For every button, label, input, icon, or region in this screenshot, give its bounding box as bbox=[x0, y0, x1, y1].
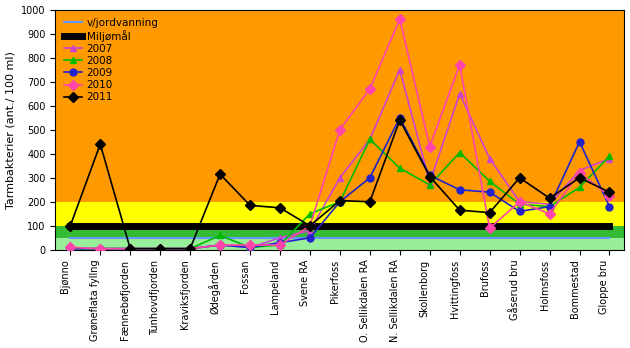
Bar bbox=[55, 202, 624, 226]
Bar bbox=[55, 226, 624, 238]
Y-axis label: Tarmbakterier (ant./ 100 ml): Tarmbakterier (ant./ 100 ml) bbox=[6, 51, 16, 209]
Bar bbox=[55, 9, 624, 202]
Bar bbox=[55, 238, 624, 250]
Legend: v/jordvanning, Miljømål, 2007, 2008, 2009, 2010, 2011: v/jordvanning, Miljømål, 2007, 2008, 200… bbox=[60, 15, 161, 105]
